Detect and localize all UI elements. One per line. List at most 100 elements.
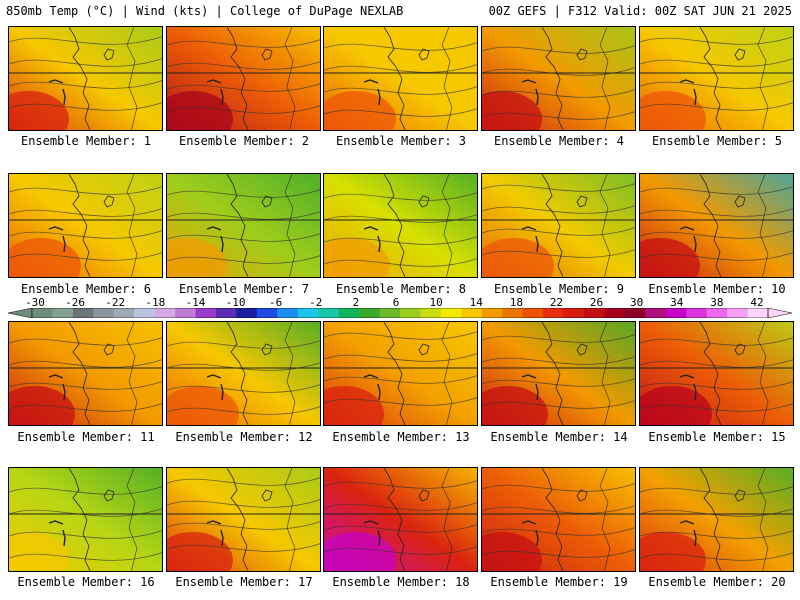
member-caption-15: Ensemble Member: 15 bbox=[648, 430, 786, 444]
temperature-map-2 bbox=[167, 27, 320, 130]
colorbar-swatch bbox=[706, 308, 728, 318]
colorbar-tick: 22 bbox=[549, 296, 564, 309]
ensemble-map-16 bbox=[8, 467, 163, 572]
ensemble-map-19 bbox=[481, 467, 636, 572]
colorbar-swatch bbox=[52, 308, 74, 318]
colorbar-swatch bbox=[72, 308, 94, 318]
colorbar-tick: -10 bbox=[225, 296, 246, 309]
member-caption-6: Ensemble Member: 6 bbox=[20, 282, 152, 296]
colorbar-swatch bbox=[461, 308, 483, 318]
colorbar-tick: 30 bbox=[630, 296, 644, 309]
ensemble-map-17 bbox=[166, 467, 321, 572]
ensemble-map-2 bbox=[166, 26, 321, 131]
member-caption-9: Ensemble Member: 9 bbox=[493, 282, 625, 296]
temperature-map-17 bbox=[167, 468, 320, 571]
ensemble-map-7 bbox=[166, 173, 321, 278]
temperature-map-5 bbox=[640, 27, 793, 130]
member-caption-16: Ensemble Member: 16 bbox=[17, 575, 155, 589]
member-caption-4: Ensemble Member: 4 bbox=[493, 134, 625, 148]
temperature-map-19 bbox=[482, 468, 635, 571]
member-caption-12: Ensemble Member: 12 bbox=[175, 430, 313, 444]
colorbar-tick: -30 bbox=[25, 296, 45, 309]
temperature-map-14 bbox=[482, 322, 635, 425]
colorbar-swatch bbox=[195, 308, 217, 318]
ensemble-map-15 bbox=[639, 321, 794, 426]
temperature-map-18 bbox=[324, 468, 477, 571]
temperature-map-7 bbox=[167, 174, 320, 277]
colorbar-tick: 14 bbox=[469, 296, 483, 309]
colorbar-swatch bbox=[645, 308, 667, 318]
member-caption-3: Ensemble Member: 3 bbox=[335, 134, 467, 148]
ensemble-map-11 bbox=[8, 321, 163, 426]
temperature-map-6 bbox=[9, 174, 162, 277]
colorbar-swatch bbox=[747, 308, 769, 318]
colorbar-tick: -14 bbox=[185, 296, 206, 309]
ensemble-map-6 bbox=[8, 173, 163, 278]
colorbar-swatch bbox=[277, 308, 299, 318]
colorbar-swatch bbox=[686, 308, 708, 318]
colorbar-swatch bbox=[338, 308, 360, 318]
temperature-map-20 bbox=[640, 468, 793, 571]
temperature-map-9 bbox=[482, 174, 635, 277]
temperature-map-15 bbox=[640, 322, 793, 425]
colorbar-tick: -6 bbox=[269, 296, 283, 309]
colorbar-swatch bbox=[522, 308, 544, 318]
ensemble-map-9 bbox=[481, 173, 636, 278]
colorbar-swatch bbox=[134, 308, 156, 318]
ensemble-map-13 bbox=[323, 321, 478, 426]
ensemble-map-8 bbox=[323, 173, 478, 278]
temperature-map-8 bbox=[324, 174, 477, 277]
temperature-map-10 bbox=[640, 174, 793, 277]
member-caption-7: Ensemble Member: 7 bbox=[178, 282, 310, 296]
colorbar-swatch bbox=[543, 308, 565, 318]
colorbar-swatch bbox=[216, 308, 237, 318]
colorbar-swatch bbox=[665, 308, 687, 318]
colorbar-tick: -26 bbox=[65, 296, 86, 309]
temperature-map-1 bbox=[9, 27, 162, 130]
temperature-map-4 bbox=[482, 27, 635, 130]
member-caption-1: Ensemble Member: 1 bbox=[20, 134, 152, 148]
ensemble-map-3 bbox=[323, 26, 478, 131]
colorbar-tick: 42 bbox=[750, 296, 764, 309]
colorbar-tick: 18 bbox=[509, 296, 523, 309]
ensemble-map-5 bbox=[639, 26, 794, 131]
colorbar-swatch bbox=[727, 308, 749, 318]
member-caption-8: Ensemble Member: 8 bbox=[335, 282, 467, 296]
colorbar-swatch bbox=[420, 308, 442, 318]
colorbar-swatch bbox=[154, 308, 176, 318]
header-title: 850mb Temp (°C) | Wind (kts) | College o… bbox=[6, 4, 404, 18]
member-caption-18: Ensemble Member: 18 bbox=[332, 575, 470, 589]
colorbar-tick: 38 bbox=[710, 296, 724, 309]
member-caption-11: Ensemble Member: 11 bbox=[17, 430, 155, 444]
ensemble-map-1 bbox=[8, 26, 163, 131]
colorbar-swatch bbox=[502, 308, 524, 318]
colorbar-swatch bbox=[604, 308, 626, 318]
member-caption-10: Ensemble Member: 10 bbox=[648, 282, 786, 296]
temperature-map-16 bbox=[9, 468, 162, 571]
colorbar-swatch bbox=[481, 308, 503, 318]
colorbar-tick: -2 bbox=[309, 296, 323, 309]
colorbar-swatch bbox=[256, 308, 278, 318]
member-caption-19: Ensemble Member: 19 bbox=[490, 575, 628, 589]
colorbar-swatch bbox=[584, 308, 605, 318]
colorbar-tick: 2 bbox=[352, 296, 360, 309]
colorbar-swatch bbox=[32, 308, 53, 318]
temperature-map-13 bbox=[324, 322, 477, 425]
colorbar-swatch bbox=[359, 308, 381, 318]
ensemble-map-12 bbox=[166, 321, 321, 426]
ensemble-map-14 bbox=[481, 321, 636, 426]
temperature-map-12 bbox=[167, 322, 320, 425]
member-caption-5: Ensemble Member: 5 bbox=[651, 134, 783, 148]
colorbar-swatch bbox=[318, 308, 340, 318]
member-caption-17: Ensemble Member: 17 bbox=[175, 575, 313, 589]
colorbar-swatch bbox=[236, 308, 258, 318]
header-run-info: 00Z GEFS | F312 Valid: 00Z SAT JUN 21 20… bbox=[488, 4, 792, 18]
colorbar-swatch bbox=[400, 308, 421, 318]
ensemble-map-10 bbox=[639, 173, 794, 278]
ensemble-map-20 bbox=[639, 467, 794, 572]
colorbar-tick: 34 bbox=[670, 296, 684, 309]
member-caption-2: Ensemble Member: 2 bbox=[178, 134, 310, 148]
colorbar-swatch bbox=[624, 308, 646, 318]
ensemble-map-18 bbox=[323, 467, 478, 572]
temperature-map-3 bbox=[324, 27, 477, 130]
